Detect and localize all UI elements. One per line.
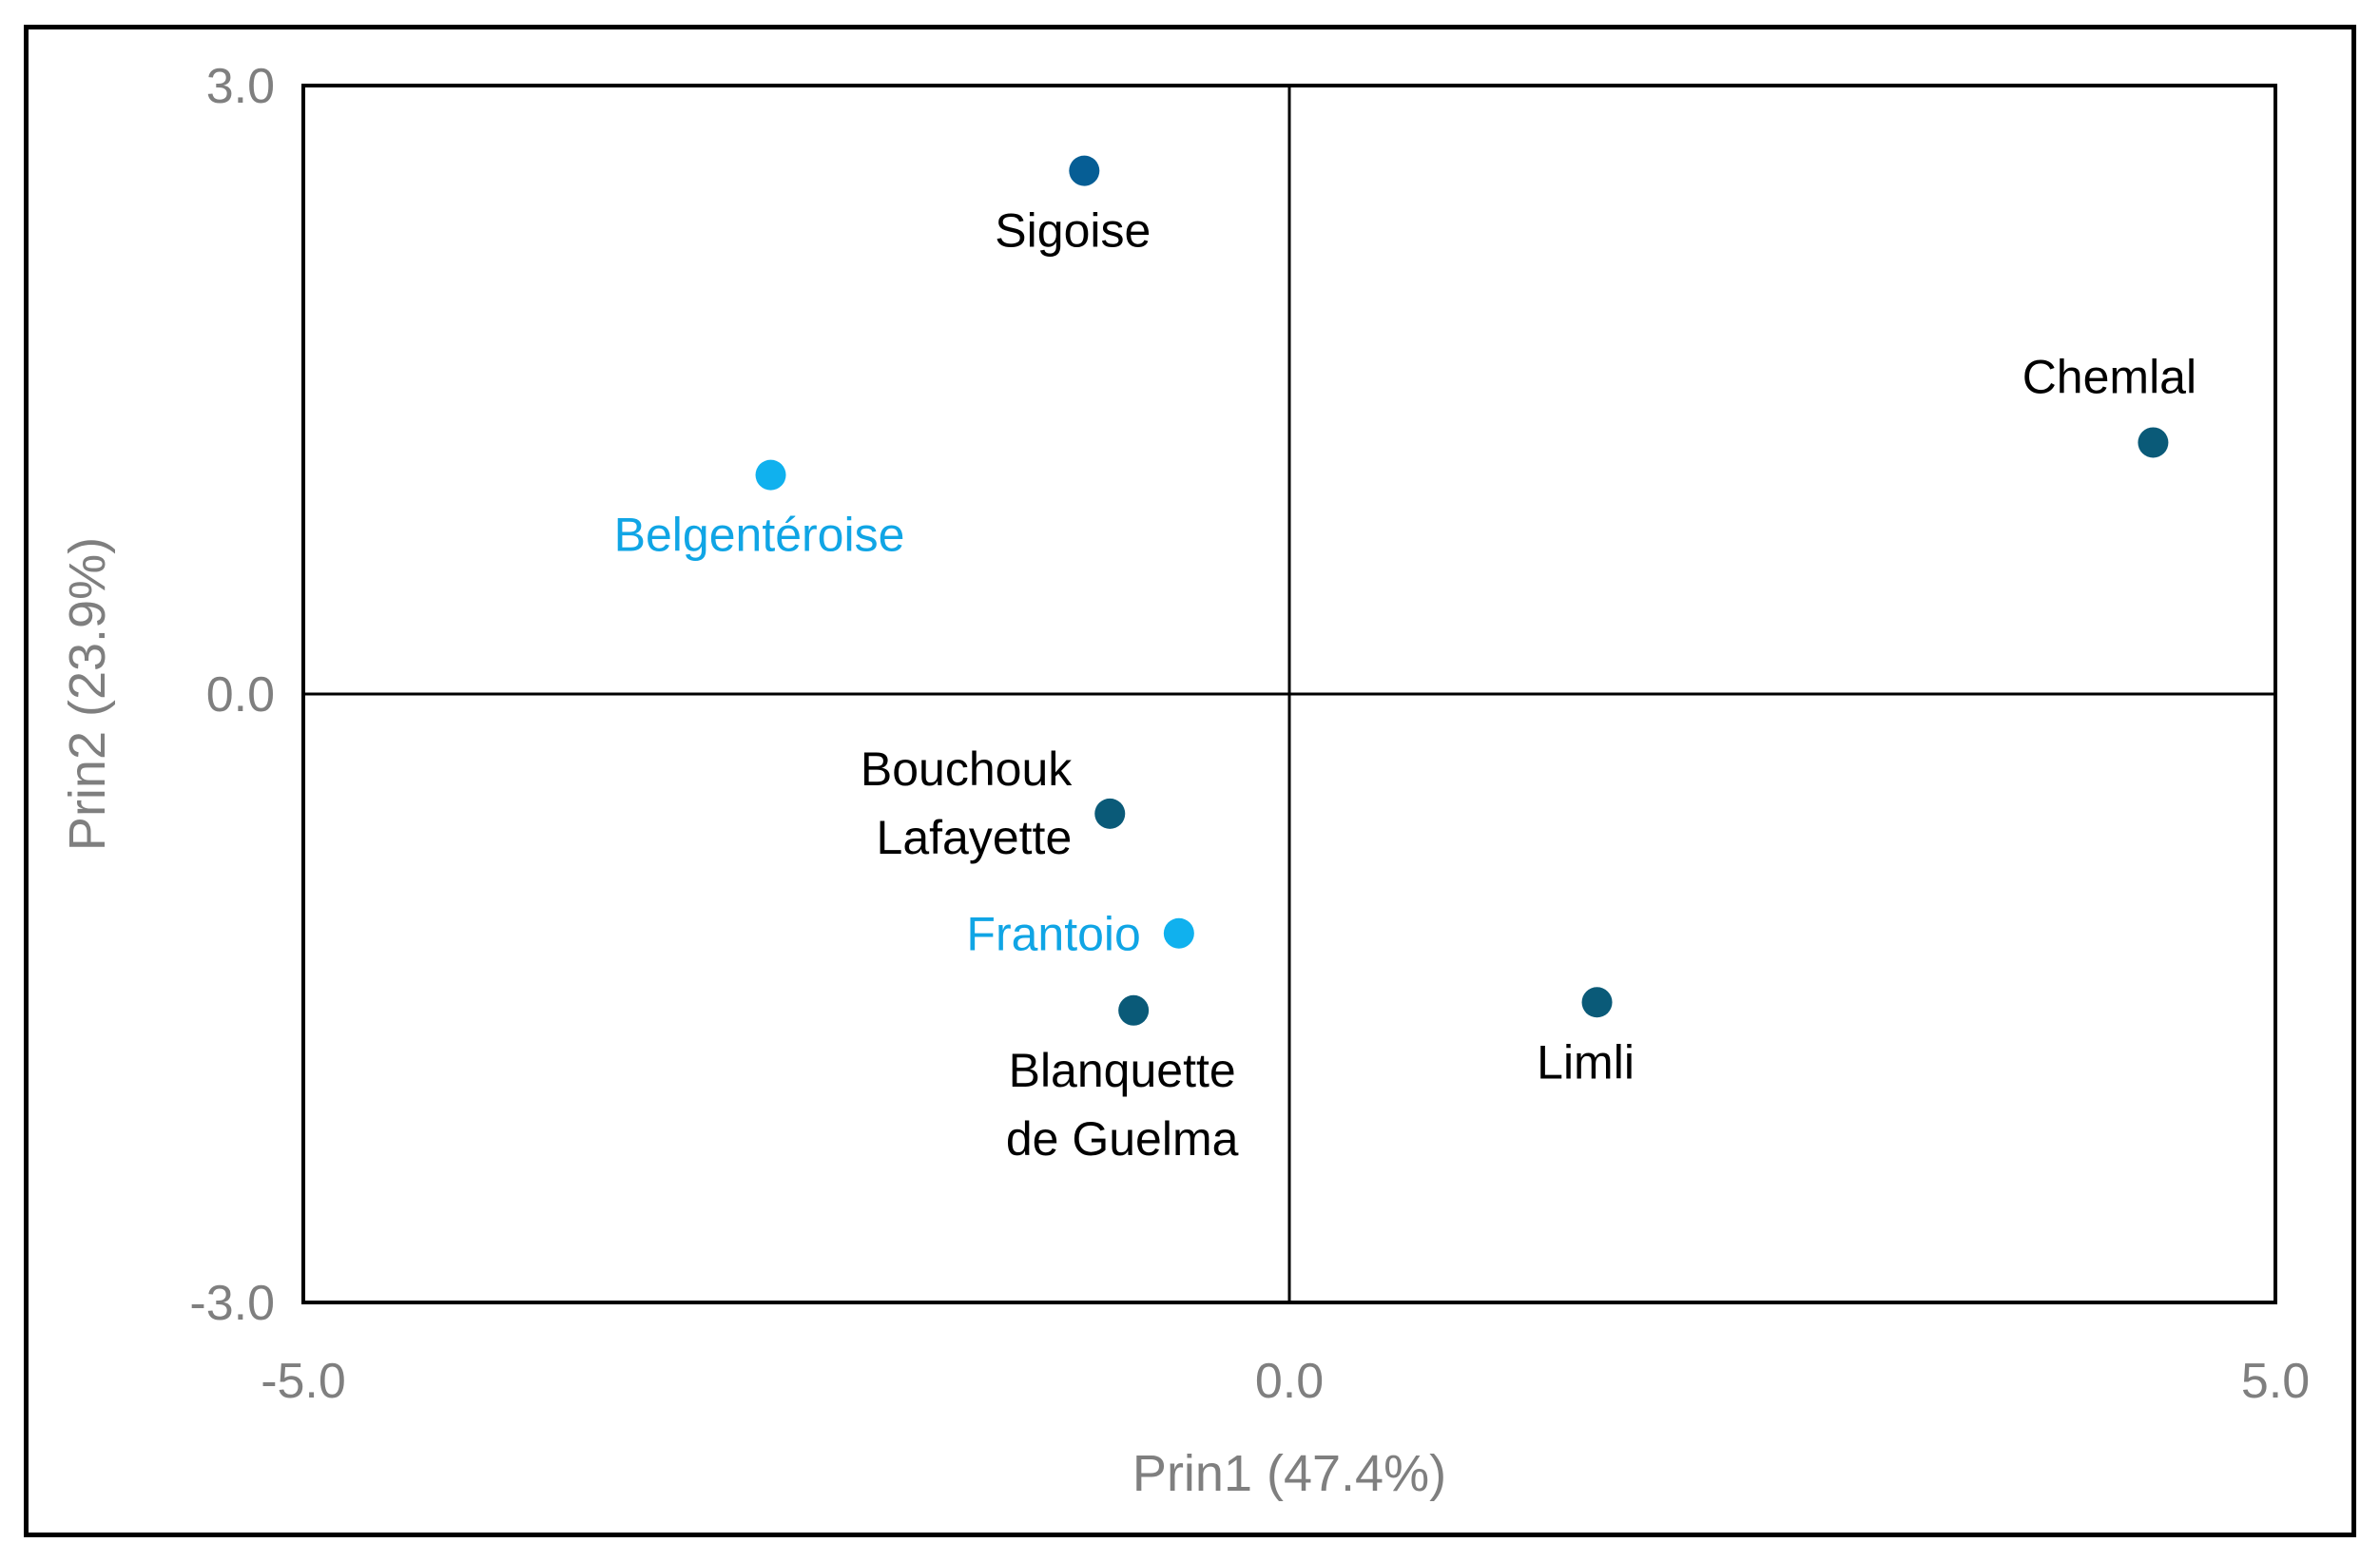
chart-frame: -3.0 0.0 3.0 -5.0 0.0 5.0 Prin1 (47.4%) Prin… — [24, 25, 2356, 1537]
data-point — [1163, 917, 1194, 949]
point-label: Blanquette — [1009, 1044, 1236, 1097]
y-tick-label: 3.0 — [206, 59, 275, 114]
data-point — [1069, 155, 1100, 186]
data-point — [2138, 427, 2169, 458]
point-label: Limli — [1537, 1035, 1635, 1089]
y-tick-label: 0.0 — [206, 667, 275, 723]
point-label: Chemlal — [2022, 350, 2196, 403]
point-label: Sigoise — [995, 204, 1151, 258]
data-points — [755, 155, 2169, 1026]
data-point — [1118, 994, 1150, 1026]
scatter-chart: -3.0 0.0 3.0 -5.0 0.0 5.0 Prin1 (47.4%) Prin… — [59, 59, 2310, 1502]
y-axis-title: Prin2 (23.9%) — [59, 537, 116, 851]
point-label: Lafayette — [877, 811, 1073, 864]
point-labels: Sigoise Chemlal Belgentéroise Bouchouk Lafay… — [614, 204, 2196, 1166]
x-tick-label: 0.0 — [1255, 1354, 1324, 1409]
x-tick-label: 5.0 — [2241, 1354, 2310, 1409]
point-label: de Guelma — [1006, 1112, 1239, 1166]
point-label: Frantoio — [966, 908, 1140, 961]
y-axis-ticks: -3.0 0.0 3.0 — [189, 59, 275, 1331]
point-label: Belgentéroise — [614, 509, 905, 562]
x-axis-title: Prin1 (47.4%) — [1132, 1445, 1446, 1502]
plot-area — [301, 84, 2277, 1304]
point-label: Bouchouk — [861, 742, 1073, 796]
y-tick-label: -3.0 — [189, 1276, 275, 1331]
data-point — [755, 459, 786, 491]
x-tick-label: -5.0 — [261, 1354, 346, 1409]
data-point — [1581, 987, 1613, 1018]
x-axis-ticks: -5.0 0.0 5.0 — [261, 1354, 2310, 1409]
data-point — [1094, 798, 1126, 829]
